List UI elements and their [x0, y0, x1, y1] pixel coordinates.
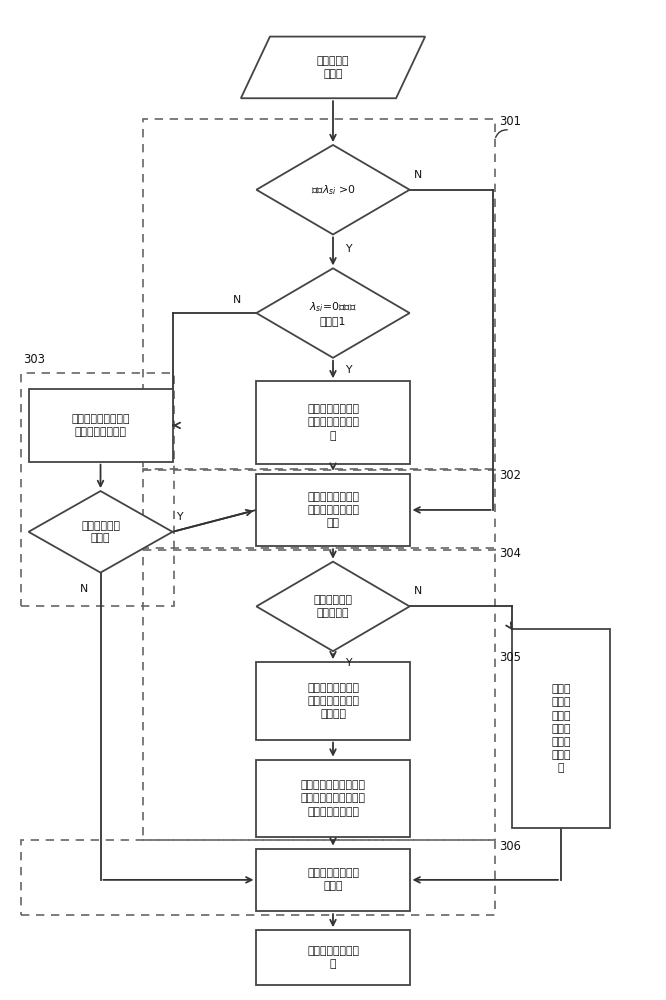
Polygon shape [256, 562, 410, 651]
Text: N: N [79, 584, 88, 594]
Text: 第一维优先级
是否有相等: 第一维优先级 是否有相等 [314, 595, 352, 618]
Bar [21, 373, 174, 606]
Text: 各业务的紧
急系数: 各业务的紧 急系数 [317, 56, 349, 79]
Text: N: N [414, 170, 422, 180]
Text: 按紧急系数的大小次
序排列业务优先级: 按紧急系数的大小次 序排列业务优先级 [71, 414, 130, 437]
Text: 时域调度优先级先
后顺序: 时域调度优先级先 后顺序 [307, 868, 359, 891]
Bar [143, 119, 495, 470]
Text: 紧急系数是否
有相等: 紧急系数是否 有相等 [81, 521, 120, 543]
Text: Y: Y [345, 658, 352, 668]
Bar [29, 389, 172, 462]
Bar [256, 930, 410, 985]
Bar [143, 469, 495, 550]
Text: 303: 303 [23, 353, 45, 366]
Bar [256, 662, 410, 740]
Text: 按第一
优先级
的先后
次序排
列各业
务优先
级: 按第一 优先级 的先后 次序排 列各业 务优先 级 [551, 684, 571, 773]
Text: 305: 305 [500, 651, 521, 664]
Text: 按第一优先级的取
值进行业务分组和
组间排序: 按第一优先级的取 值进行业务分组和 组间排序 [307, 683, 359, 719]
Polygon shape [256, 145, 410, 234]
Text: $\lambda_{si}$=0的业务
数大于1: $\lambda_{si}$=0的业务 数大于1 [309, 300, 357, 326]
Text: 304: 304 [500, 547, 521, 560]
Bar [143, 548, 495, 840]
Text: 按紧急系数的大小
依次排列业务优先
级: 按紧急系数的大小 依次排列业务优先 级 [307, 404, 359, 441]
Text: 301: 301 [500, 115, 521, 128]
Bar [512, 629, 610, 828]
Bar [256, 849, 410, 911]
Text: 有无$\lambda_{si}$ >0: 有无$\lambda_{si}$ >0 [310, 183, 356, 197]
Bar [21, 840, 495, 915]
Text: Y: Y [345, 365, 352, 375]
Bar [256, 474, 410, 546]
Text: Y: Y [176, 512, 183, 522]
Text: 306: 306 [500, 840, 521, 853]
Text: Y: Y [345, 244, 352, 254]
Text: N: N [414, 586, 422, 596]
Text: 302: 302 [500, 469, 521, 482]
Text: 以业务分组为单位按第
二维优先级的大小排列
组内各业务优先级: 以业务分组为单位按第 二维优先级的大小排列 组内各业务优先级 [300, 780, 366, 817]
Text: N: N [233, 295, 242, 305]
Bar [256, 760, 410, 837]
Polygon shape [256, 268, 410, 358]
Polygon shape [241, 37, 425, 98]
Text: 二维优先级比较结
束: 二维优先级比较结 束 [307, 946, 359, 969]
Text: 对紧急系数相等的
业务比较第一维优
先级: 对紧急系数相等的 业务比较第一维优 先级 [307, 492, 359, 528]
Polygon shape [29, 491, 172, 573]
Bar [256, 381, 410, 464]
